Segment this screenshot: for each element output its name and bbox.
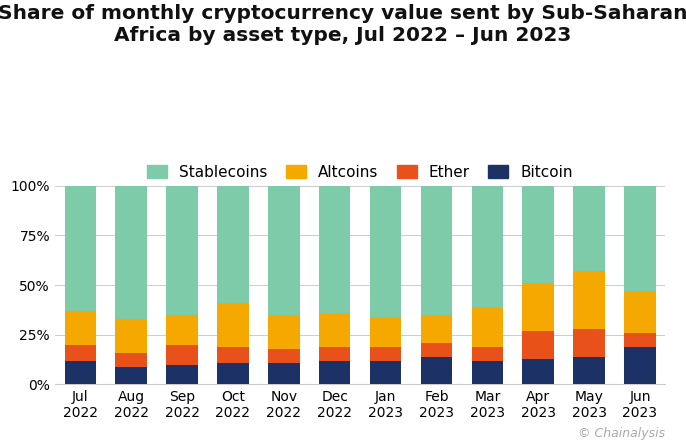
- Bar: [64, 186, 96, 311]
- Bar: [471, 361, 503, 384]
- Bar: [624, 347, 656, 384]
- Bar: [573, 329, 605, 357]
- Bar: [64, 345, 96, 361]
- Bar: [64, 361, 96, 384]
- Bar: [421, 186, 452, 315]
- Bar: [471, 186, 503, 307]
- Bar: [268, 363, 300, 384]
- Bar: [217, 363, 249, 384]
- Bar: [115, 353, 147, 367]
- Text: © Chainalysis: © Chainalysis: [578, 427, 665, 440]
- Bar: [166, 315, 198, 345]
- Bar: [166, 345, 198, 365]
- Text: Share of monthly cryptocurrency value sent by Sub-Saharan
Africa by asset type, : Share of monthly cryptocurrency value se…: [0, 4, 686, 46]
- Bar: [64, 311, 96, 345]
- Bar: [624, 333, 656, 347]
- Bar: [217, 303, 249, 347]
- Bar: [471, 307, 503, 347]
- Bar: [268, 315, 300, 349]
- Bar: [217, 186, 249, 303]
- Bar: [166, 365, 198, 384]
- Bar: [523, 283, 554, 331]
- Bar: [523, 186, 554, 283]
- Bar: [573, 186, 605, 271]
- Bar: [319, 347, 351, 361]
- Bar: [115, 367, 147, 384]
- Bar: [421, 343, 452, 357]
- Bar: [319, 313, 351, 347]
- Bar: [523, 358, 554, 384]
- Bar: [268, 186, 300, 315]
- Bar: [217, 347, 249, 363]
- Bar: [319, 361, 351, 384]
- Bar: [370, 361, 401, 384]
- Bar: [166, 186, 198, 315]
- Bar: [370, 186, 401, 317]
- Bar: [115, 186, 147, 319]
- Bar: [319, 186, 351, 313]
- Bar: [471, 347, 503, 361]
- Bar: [523, 331, 554, 358]
- Bar: [421, 315, 452, 343]
- Bar: [370, 347, 401, 361]
- Bar: [115, 319, 147, 353]
- Bar: [268, 349, 300, 363]
- Legend: Stablecoins, Altcoins, Ether, Bitcoin: Stablecoins, Altcoins, Ether, Bitcoin: [147, 164, 573, 180]
- Bar: [624, 186, 656, 291]
- Bar: [573, 271, 605, 329]
- Bar: [421, 357, 452, 384]
- Bar: [624, 291, 656, 333]
- Bar: [573, 357, 605, 384]
- Bar: [370, 317, 401, 347]
